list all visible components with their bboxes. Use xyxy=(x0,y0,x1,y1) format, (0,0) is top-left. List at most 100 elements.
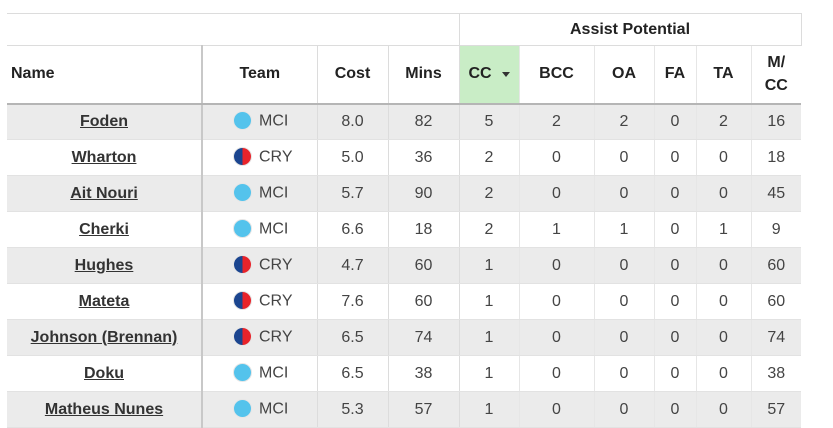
fa-cell: 0 xyxy=(653,283,696,320)
team-cell: MCI xyxy=(201,211,317,248)
oa-cell: 1 xyxy=(593,211,654,248)
cost-cell: 6.6 xyxy=(316,211,388,248)
player-name-link[interactable]: Ait Nouri xyxy=(70,184,138,202)
cost-cell: 6.5 xyxy=(316,319,388,356)
table-row: Ait Nouri MCI 5.7 90 2 0 0 0 0 45 xyxy=(7,175,801,212)
mins-cell: 57 xyxy=(387,391,459,428)
oa-cell: 0 xyxy=(593,283,654,320)
ta-cell: 0 xyxy=(695,139,751,176)
player-name-link[interactable]: Foden xyxy=(80,112,128,130)
mci-badge-icon xyxy=(233,363,252,382)
team-column-header[interactable]: Team xyxy=(201,45,317,105)
team-cell: MCI xyxy=(201,355,317,392)
fa-cell: 0 xyxy=(653,103,696,140)
player-name-cell: Doku xyxy=(7,355,202,392)
bcc-cell: 0 xyxy=(518,247,594,284)
oa-column-header[interactable]: OA xyxy=(593,45,654,105)
cc-cell: 1 xyxy=(458,391,519,428)
cry-badge-icon xyxy=(233,255,252,274)
cc-cell: 1 xyxy=(458,319,519,356)
bcc-cell: 1 xyxy=(518,211,594,248)
ta-column-header[interactable]: TA xyxy=(695,45,751,105)
fa-cell: 0 xyxy=(653,355,696,392)
mci-badge-icon xyxy=(233,399,252,418)
fa-column-header[interactable]: FA xyxy=(653,45,696,105)
fa-cell: 0 xyxy=(653,247,696,284)
player-name-cell: Johnson (Brennan) xyxy=(7,319,202,356)
fa-cell: 0 xyxy=(653,175,696,212)
mins-cell: 74 xyxy=(387,319,459,356)
cry-badge-icon xyxy=(233,291,252,310)
mci-badge-icon xyxy=(233,111,252,131)
player-name-link[interactable]: Wharton xyxy=(71,148,137,166)
player-stats-table: Assist Potential Name Team Cost Mins CC … xyxy=(7,13,802,428)
ta-cell: 1 xyxy=(695,211,751,248)
player-name-cell: Cherki xyxy=(7,211,202,248)
fa-cell: 0 xyxy=(653,319,696,356)
ta-cell: 0 xyxy=(695,175,751,212)
group-header-row: Assist Potential xyxy=(7,13,802,46)
fa-cell: 0 xyxy=(653,139,696,176)
table-row: Wharton CRY 5.0 36 2 0 0 0 0 18 xyxy=(7,139,801,176)
cc-column-label: CC xyxy=(468,65,492,83)
mins-cell: 18 xyxy=(387,211,459,248)
cc-column-header[interactable]: CC xyxy=(458,45,519,105)
table-row: Mateta CRY 7.6 60 1 0 0 0 0 60 xyxy=(7,283,801,320)
ta-cell: 2 xyxy=(695,103,751,140)
player-name-link[interactable]: Matheus Nunes xyxy=(44,400,164,418)
bcc-column-header[interactable]: BCC xyxy=(518,45,594,105)
oa-cell: 2 xyxy=(593,103,654,140)
cry-badge-icon xyxy=(233,327,252,346)
mcc-column-header[interactable]: M/CC xyxy=(750,45,801,105)
cost-column-header[interactable]: Cost xyxy=(316,45,388,105)
cc-cell: 1 xyxy=(458,355,519,392)
bcc-cell: 0 xyxy=(518,283,594,320)
player-name-link[interactable]: Doku xyxy=(84,364,124,382)
player-name-link[interactable]: Cherki xyxy=(79,220,129,238)
team-code: MCI xyxy=(259,220,289,238)
cc-cell: 1 xyxy=(458,283,519,320)
player-name-link[interactable]: Johnson (Brennan) xyxy=(30,328,178,346)
player-name-link[interactable]: Hughes xyxy=(74,256,134,274)
team-cell: CRY xyxy=(201,319,317,356)
bcc-cell: 0 xyxy=(518,139,594,176)
sort-descending-icon xyxy=(501,71,510,77)
team-cell: CRY xyxy=(201,139,317,176)
team-cell: CRY xyxy=(201,283,317,320)
fa-cell: 0 xyxy=(653,391,696,428)
oa-cell: 0 xyxy=(593,355,654,392)
player-name-cell: Hughes xyxy=(7,247,202,284)
oa-cell: 0 xyxy=(593,319,654,356)
cc-cell: 5 xyxy=(458,103,519,140)
table-row: Foden MCI 8.0 82 5 2 2 0 2 16 xyxy=(7,103,801,140)
mci-badge-icon xyxy=(233,183,252,202)
ta-cell: 0 xyxy=(695,319,751,356)
mins-cell: 90 xyxy=(387,175,459,212)
cost-cell: 6.5 xyxy=(316,355,388,392)
cost-cell: 4.7 xyxy=(316,247,388,284)
mcc-cell: 74 xyxy=(750,319,801,356)
mins-cell: 60 xyxy=(387,247,459,284)
bcc-cell: 0 xyxy=(518,355,594,392)
table-row: Matheus Nunes MCI 5.3 57 1 0 0 0 0 57 xyxy=(7,391,801,428)
player-name-cell: Foden xyxy=(7,103,202,140)
mcc-cell: 60 xyxy=(750,283,801,320)
mcc-cell: 9 xyxy=(750,211,801,248)
bcc-cell: 0 xyxy=(518,319,594,356)
mcc-cell: 60 xyxy=(750,247,801,284)
group-header-spacer xyxy=(7,13,459,46)
team-cell: MCI xyxy=(201,391,317,428)
mins-cell: 36 xyxy=(387,139,459,176)
team-code: CRY xyxy=(259,328,293,346)
cost-cell: 7.6 xyxy=(316,283,388,320)
mcc-cell: 38 xyxy=(750,355,801,392)
mcc-label-line2: CC xyxy=(764,77,788,95)
mcc-cell: 45 xyxy=(750,175,801,212)
player-name-link[interactable]: Mateta xyxy=(78,292,130,310)
name-column-header[interactable]: Name xyxy=(7,45,202,105)
bcc-cell: 0 xyxy=(518,391,594,428)
ta-cell: 0 xyxy=(695,355,751,392)
player-rows: Foden MCI 8.0 82 5 2 2 0 2 16 Wharton CR… xyxy=(7,103,801,428)
cc-cell: 1 xyxy=(458,247,519,284)
mins-column-header[interactable]: Mins xyxy=(387,45,459,105)
